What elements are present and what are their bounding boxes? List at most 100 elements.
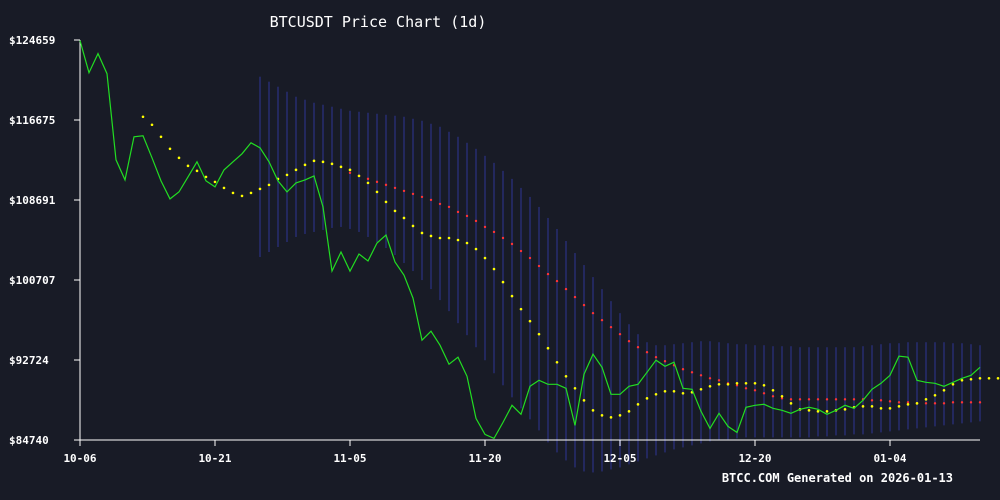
band-bar	[808, 347, 810, 438]
ma-long-point	[681, 368, 685, 371]
ma-short-point	[924, 398, 928, 401]
band-bar	[844, 347, 846, 436]
ma-short-point	[942, 388, 946, 392]
band-bar	[718, 342, 720, 441]
ma-long-point	[546, 272, 550, 276]
band-bar	[628, 324, 630, 465]
ma-long-point	[933, 402, 937, 405]
ma-long-point	[609, 325, 613, 329]
ma-short-point	[771, 388, 775, 392]
ma-long-point	[411, 192, 415, 196]
ma-short-point	[654, 393, 658, 396]
band-bar	[592, 277, 594, 473]
ma-long-point	[573, 295, 577, 299]
band-bar	[916, 342, 918, 429]
band-bar	[862, 346, 864, 435]
ma-long-point	[771, 395, 775, 398]
ma-long-point	[834, 398, 838, 401]
ma-short-point	[402, 216, 406, 220]
band-bar	[466, 142, 468, 336]
ma-short-point	[546, 346, 550, 350]
ma-short-point	[339, 165, 343, 169]
ma-short-point	[447, 236, 451, 240]
ma-short-point	[618, 414, 622, 417]
ma-short-point	[321, 160, 325, 164]
ma-long-point	[798, 398, 802, 401]
ma-short-point	[681, 392, 685, 395]
band-bar	[268, 81, 270, 253]
ma-short-point	[429, 234, 433, 238]
ma-short-point	[870, 405, 874, 408]
band-bar	[619, 313, 621, 468]
ma-short-point	[249, 191, 253, 195]
ma-short-point	[285, 173, 289, 177]
ma-short-point	[933, 394, 937, 397]
x-tick-label: 11-20	[468, 452, 501, 465]
ma-short-point	[366, 181, 370, 185]
ma-long-point	[627, 339, 631, 343]
ma-short-point	[600, 414, 604, 417]
ma-short-point	[501, 280, 505, 284]
ma-short-point	[645, 397, 649, 400]
band-bar	[259, 76, 261, 258]
x-tick-label: 10-06	[63, 452, 96, 465]
band-bar	[664, 345, 666, 453]
ma-short-point	[186, 164, 190, 168]
ma-short-point	[717, 382, 721, 386]
band-bar	[610, 301, 612, 470]
band-bar	[574, 253, 576, 468]
band-bar	[637, 334, 639, 462]
band-bar	[511, 178, 513, 398]
band-bar	[520, 187, 522, 409]
ma-short-point	[861, 405, 865, 408]
band-bar	[331, 106, 333, 228]
ma-long-point	[618, 332, 622, 336]
band-bar	[313, 102, 315, 232]
ma-short-point	[879, 407, 883, 410]
band-bar	[304, 99, 306, 234]
x-tick-label: 12-05	[603, 452, 636, 465]
ma-long-point	[897, 401, 901, 404]
ma-short-point	[960, 378, 964, 382]
band-bar	[583, 265, 585, 472]
ma-long-point	[708, 377, 712, 380]
ma-short-point	[231, 191, 235, 195]
band-bar	[385, 114, 387, 249]
band-bar	[925, 342, 927, 428]
ma-short-point	[573, 386, 577, 390]
ma-short-point	[789, 402, 793, 405]
ma-short-point	[978, 376, 982, 380]
band-bar	[367, 112, 369, 237]
band-bar	[835, 347, 837, 436]
ma-long-point	[456, 210, 460, 214]
ma-short-point	[735, 381, 739, 385]
band-bar	[430, 123, 432, 290]
ma-long-point	[717, 379, 721, 382]
ma-short-point	[528, 319, 532, 323]
ma-long-point	[348, 171, 352, 175]
band-bar	[376, 113, 378, 242]
band-bar	[880, 344, 882, 433]
ma-long-point	[519, 249, 523, 253]
ma-short-point	[348, 168, 352, 172]
ma-short-point	[177, 156, 181, 160]
ma-short-point	[987, 376, 991, 380]
ma-short-point	[159, 135, 163, 139]
ma-long-point	[636, 346, 640, 349]
ma-short-point	[897, 405, 901, 408]
ma-long-point	[888, 400, 892, 403]
bollinger-band	[259, 76, 981, 473]
band-bar	[565, 240, 567, 461]
ma-long-point	[645, 351, 649, 354]
band-bar	[547, 217, 549, 443]
ma-short-point	[384, 200, 388, 204]
ma-short-point	[213, 180, 217, 184]
ma-long-point	[870, 399, 874, 402]
ma-short-point	[708, 384, 712, 388]
ma-short-point	[672, 390, 676, 393]
band-bar	[655, 345, 657, 456]
band-bar	[898, 343, 900, 431]
ma-long-point	[420, 195, 424, 199]
